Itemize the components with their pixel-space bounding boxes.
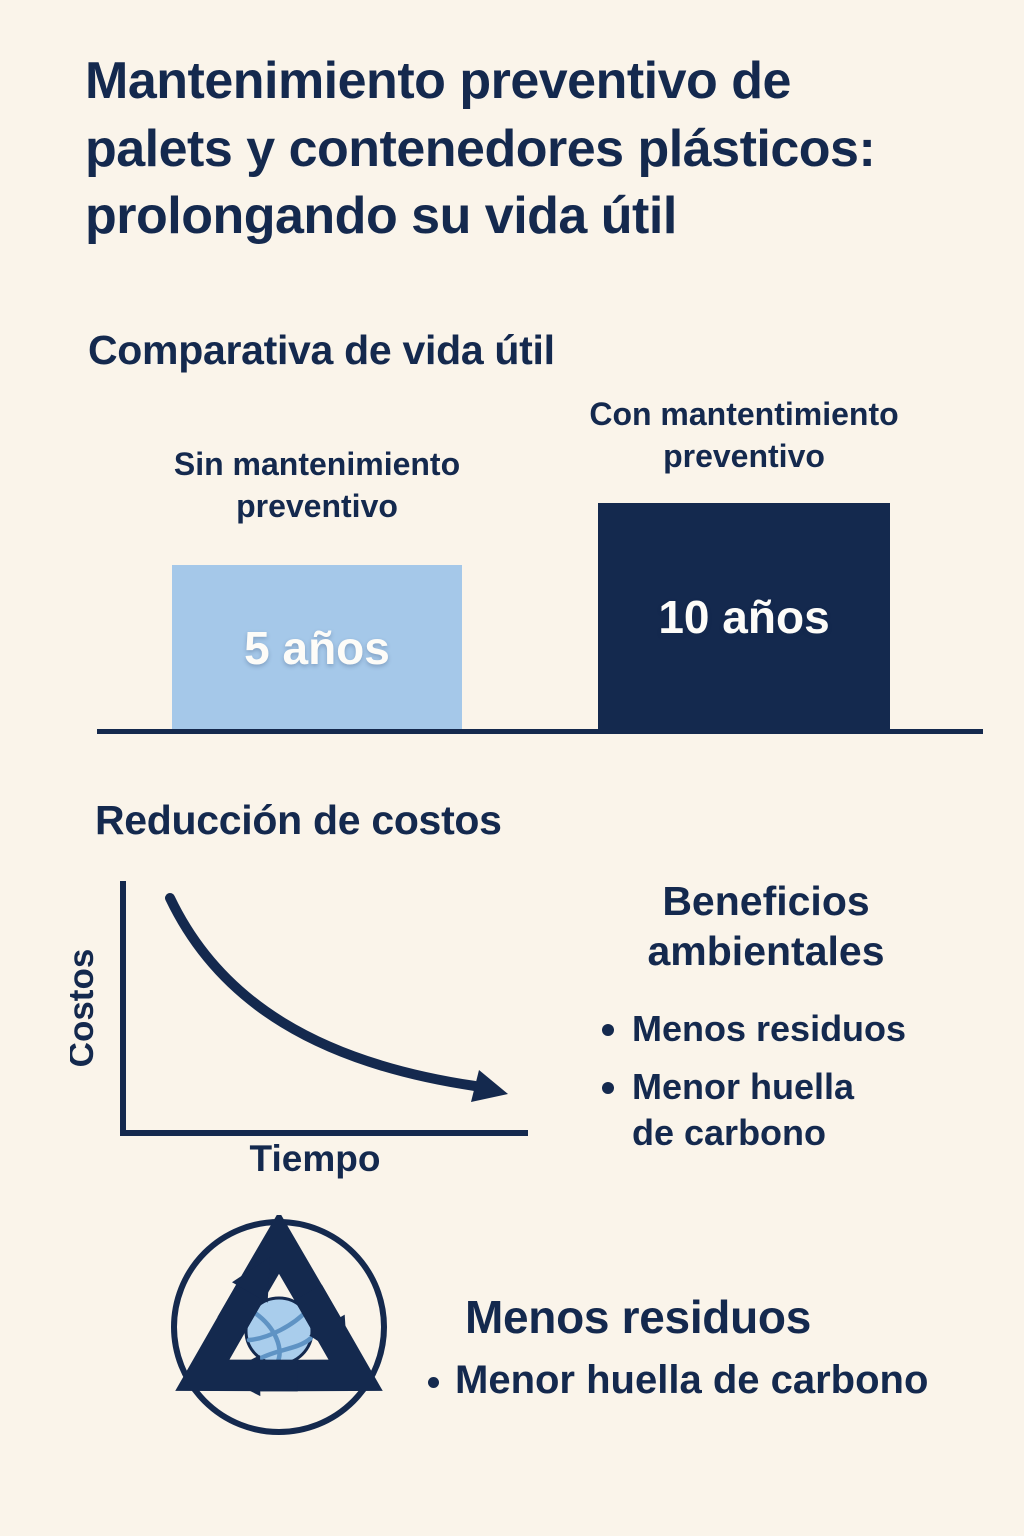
benefits-heading-line-1: Beneficios: [662, 878, 870, 924]
recycle-globe-icon: [171, 1215, 387, 1435]
bar-label-without-maintenance-line-1: Sin mantenimiento: [173, 446, 461, 482]
benefit-item-text: Menos residuos: [632, 1008, 907, 1050]
bullet-icon: [602, 1082, 614, 1095]
bar-value-10-years: 10 años: [658, 591, 830, 643]
bar-label-with-maintenance-line-1: Con mantentimiento: [589, 396, 899, 432]
bullet-icon: [428, 1377, 439, 1388]
bullet-icon: [602, 1024, 614, 1037]
page-title-line-3: prolongando su vida útil: [85, 187, 677, 246]
bar-label-with-maintenance: Con mantentimiento preventivo: [564, 394, 924, 477]
benefits-heading: Beneficios ambientales: [558, 876, 974, 976]
cost-section-heading: Reducción de costos: [95, 797, 502, 843]
lifespan-section-heading: Comparativa de vida útil: [88, 327, 555, 373]
bar-label-with-maintenance-line-2: preventivo: [663, 437, 825, 474]
x-axis-label: Tiempo: [250, 1138, 381, 1179]
benefits-list: Menos residuos Menor huella de carbono: [558, 1006, 974, 1156]
list-item: Menor huella de carbono: [602, 1064, 974, 1156]
footer-secondary-item: Menor huella de carbono: [428, 1358, 928, 1403]
benefit-item-text: Menor huella de carbono: [632, 1064, 854, 1156]
y-axis-label: Costos: [70, 949, 101, 1068]
decreasing-cost-curve: [165, 893, 480, 1091]
page-title: Mantenimiento preventivo de palets y con…: [85, 48, 1010, 251]
benefit-item-line-2: de carbono: [632, 1112, 827, 1154]
page-title-line-2: palets y contenedores plásticos:: [85, 119, 876, 178]
page-title-line-1: Mantenimiento preventivo de: [85, 52, 791, 110]
footer-primary-text: Menos residuos: [465, 1291, 811, 1343]
bar-chart-baseline: [97, 729, 983, 734]
bar-without-maintenance: 5 años: [172, 565, 462, 731]
list-item: Menos residuos: [602, 1006, 974, 1052]
bar-with-maintenance: 10 años: [598, 503, 890, 731]
cost-trend-chart: Costos Tiempo: [70, 881, 528, 1179]
benefit-item-line-1: Menor huella: [632, 1066, 855, 1108]
curve-arrowhead-icon: [471, 1070, 508, 1102]
recycle-arrows-icon: [175, 1215, 383, 1397]
footer-secondary-text: Menor huella de carbono: [455, 1358, 929, 1402]
benefits-heading-line-2: ambientales: [647, 928, 885, 975]
bar-value-5-years: 5 años: [244, 622, 390, 674]
benefits-block: Beneficios ambientales Menos residuos Me…: [558, 876, 974, 1168]
bar-label-without-maintenance: Sin mantenimiento preventivo: [137, 444, 497, 527]
bar-label-without-maintenance-line-2: preventivo: [236, 487, 398, 524]
